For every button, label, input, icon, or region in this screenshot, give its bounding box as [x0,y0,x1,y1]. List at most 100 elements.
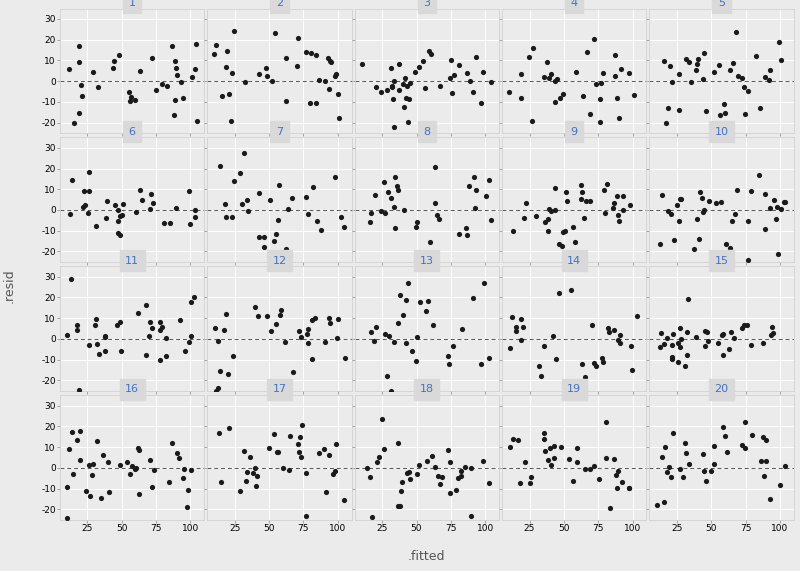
Point [305,49,318,58]
Point [625,365,638,375]
Point [306,316,318,325]
Point [144,205,157,214]
Point [675,195,688,204]
Point [219,309,232,319]
Point [758,72,771,81]
Point [387,203,400,212]
Point [144,317,157,326]
Point [80,486,93,496]
Point [567,476,580,485]
Point [666,428,679,437]
Title: 2: 2 [276,0,283,8]
Point [444,458,457,467]
Point [82,340,95,349]
Point [374,87,387,96]
Point [617,191,630,200]
Point [674,335,687,344]
Point [258,232,270,242]
Point [390,182,403,191]
Point [576,92,589,101]
Point [277,463,290,472]
Point [446,342,459,351]
Point [222,89,235,98]
Title: 14: 14 [567,256,582,266]
Point [716,330,729,339]
Point [303,98,316,107]
Point [188,292,201,301]
Point [510,141,522,150]
Point [279,96,292,105]
Point [739,443,752,452]
Point [442,360,455,369]
Point [114,231,126,240]
Point [746,431,758,440]
Point [291,62,304,71]
Point [188,206,201,215]
Point [424,49,437,58]
Point [458,463,471,472]
Point [167,110,180,119]
Point [177,93,190,102]
Point [392,438,405,447]
Point [506,435,519,444]
Point [731,71,744,81]
Point [735,73,748,82]
Point [82,186,95,195]
Point [267,429,280,439]
Point [417,56,430,65]
Point [581,47,594,57]
Point [330,333,343,343]
Point [588,461,601,470]
Point [465,511,478,520]
Point [724,327,737,336]
Point [533,361,546,370]
Point [542,214,555,223]
Point [674,343,686,352]
Point [394,486,407,496]
Point [146,482,158,492]
Point [716,351,729,360]
Point [550,75,563,84]
Point [262,444,275,453]
Point [444,489,457,498]
Point [727,59,740,68]
Point [697,75,710,84]
Title: 18: 18 [420,384,434,395]
Point [596,68,609,77]
Point [543,444,556,453]
Point [169,63,182,73]
Point [322,313,335,323]
Point [279,244,292,254]
Point [661,103,674,112]
Point [608,71,621,81]
Point [431,471,444,480]
Point [444,74,457,83]
Point [696,194,709,203]
Point [544,460,557,469]
Point [767,329,780,338]
Point [681,328,694,337]
Point [391,319,404,328]
Point [395,477,408,486]
Point [299,512,312,521]
Point [755,457,768,466]
Point [183,219,196,228]
Point [190,39,202,49]
Point [539,218,552,227]
Point [770,214,782,223]
Point [329,172,342,182]
Point [331,90,344,99]
Point [674,464,686,473]
Point [547,453,560,463]
Point [250,471,263,480]
Point [426,451,438,460]
Point [484,216,497,225]
Point [454,472,467,481]
Point [175,78,188,87]
Point [571,443,584,452]
Point [74,427,86,436]
Point [541,58,554,67]
Point [466,293,479,303]
Point [594,94,607,103]
Point [381,371,394,380]
